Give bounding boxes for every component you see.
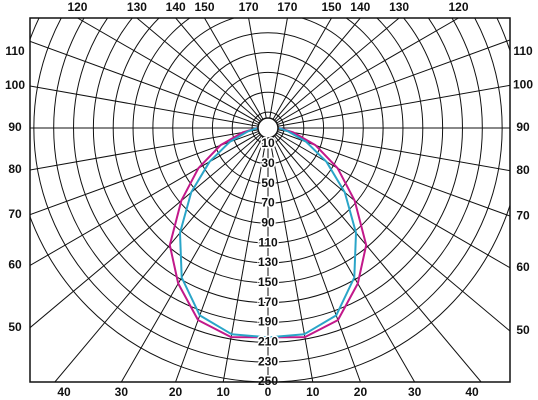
- spoke: [267, 127, 510, 332]
- r-tick-label: 130: [258, 255, 278, 269]
- r-tick-label: 110: [258, 235, 278, 249]
- labels: 10 30 50 70 90 110 130 150 170 190 210 230 250 40 30 20…: [5, 0, 533, 399]
- angle-tick-label: 90: [516, 120, 530, 134]
- angle-tick-label: 120: [67, 0, 87, 14]
- angle-tick-label: 70: [516, 208, 530, 222]
- spoke: [136, 18, 269, 129]
- spoke: [222, 127, 269, 382]
- angle-tick-label: 80: [8, 162, 22, 176]
- angle-tick-label: 60: [516, 260, 530, 274]
- angle-tick-label: 30: [115, 385, 129, 399]
- angle-tick-label: 110: [5, 44, 25, 58]
- spoke: [267, 18, 332, 129]
- spoke: [30, 85, 269, 129]
- r-tick-label: 230: [258, 354, 278, 368]
- r-tick-label: 10: [261, 136, 275, 150]
- angle-tick-label: 10: [217, 385, 231, 399]
- angle-tick-label: 0: [265, 385, 272, 399]
- r-tick-label: 170: [258, 295, 278, 309]
- spoke: [77, 18, 269, 129]
- spoke: [267, 127, 510, 269]
- r-tick-label: 150: [258, 275, 278, 289]
- spoke: [30, 40, 269, 129]
- spoke: [267, 127, 361, 382]
- spoke: [267, 127, 510, 172]
- center-hole: [257, 117, 279, 139]
- angle-tick-label: 30: [408, 385, 422, 399]
- spoke: [30, 127, 269, 171]
- frame: [29, 17, 511, 383]
- spoke: [30, 127, 269, 329]
- angle-tick-label: 90: [8, 120, 22, 134]
- angle-tick-label: 150: [321, 0, 341, 14]
- angle-tick-label: 100: [5, 78, 25, 92]
- angle-tick-label: 50: [516, 323, 530, 337]
- spoke: [175, 127, 269, 382]
- angle-tick-label: 130: [389, 0, 409, 14]
- r-tick-label: 30: [261, 156, 275, 170]
- angle-tick-label: 20: [169, 385, 183, 399]
- curves: [168, 127, 368, 339]
- angle-tick-label: 40: [465, 385, 479, 399]
- spoke: [267, 127, 416, 382]
- angle-tick-label: 40: [57, 385, 71, 399]
- angle-tick-label: 110: [513, 44, 533, 58]
- angle-tick-label: 170: [239, 0, 259, 14]
- spoke: [120, 127, 269, 382]
- angle-tick-label: 80: [516, 163, 530, 177]
- spoke: [204, 18, 269, 129]
- spoke: [30, 127, 269, 266]
- r-tick-label: 50: [261, 176, 275, 190]
- r-tick-label: 190: [258, 315, 278, 329]
- spoke: [267, 18, 361, 129]
- r-tick-label: 210: [258, 334, 278, 348]
- r-tick-label: 90: [261, 215, 275, 229]
- angle-tick-label: 50: [8, 320, 22, 334]
- angle-tick-label: 120: [449, 0, 469, 14]
- spoke: [267, 39, 510, 129]
- angle-tick-label: 130: [127, 0, 147, 14]
- angle-tick-label: 60: [8, 258, 22, 272]
- spoke: [175, 18, 269, 129]
- angle-tick-label: 100: [513, 78, 533, 92]
- angle-tick-label: 140: [166, 0, 186, 14]
- spoke: [248, 18, 269, 129]
- r-tick-label: 70: [261, 196, 275, 210]
- angle-tick-label: 20: [354, 385, 368, 399]
- intensity-curve: [179, 127, 357, 339]
- spoke: [267, 18, 459, 129]
- r-tick-label: 250: [258, 374, 278, 388]
- grid: [30, 18, 510, 382]
- spoke: [267, 127, 314, 382]
- spoke: [54, 127, 269, 382]
- angle-tick-label: 70: [8, 207, 22, 221]
- angle-tick-label: 10: [306, 385, 320, 399]
- angle-tick-label: 140: [350, 0, 370, 14]
- spoke: [267, 18, 288, 129]
- spoke: [267, 84, 510, 129]
- angle-tick-label: 170: [277, 0, 297, 14]
- spoke: [267, 127, 482, 382]
- spoke: [267, 18, 400, 129]
- angle-tick-label: 150: [194, 0, 214, 14]
